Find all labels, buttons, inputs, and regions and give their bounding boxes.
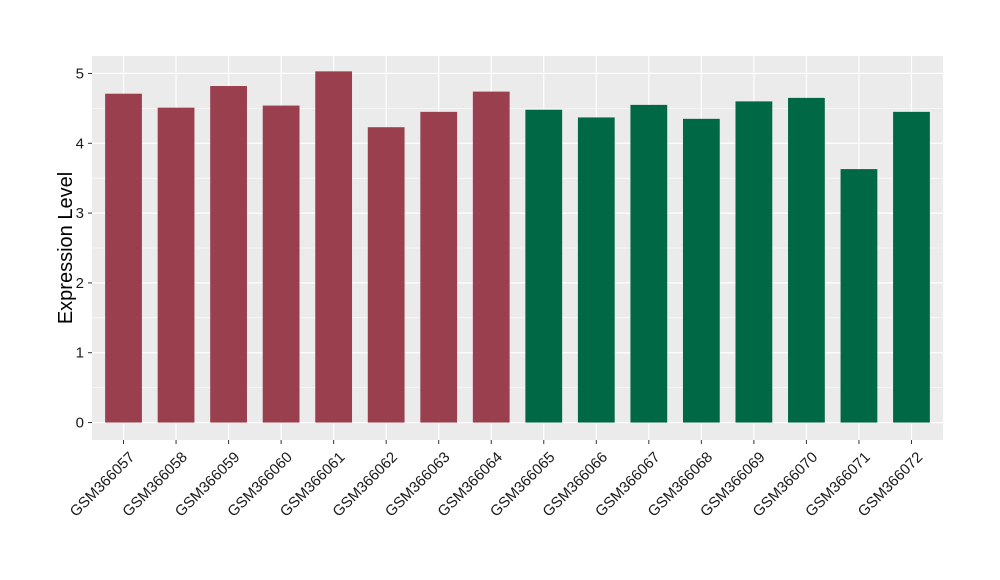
y-tick-label: 1 [76,345,84,362]
bar-GSM366070 [788,97,825,423]
bar-GSM366065 [525,109,563,423]
bar-GSM366071 [840,169,878,423]
bar-GSM366060 [262,105,300,423]
bar-GSM366061 [315,71,353,423]
bar-GSM366059 [210,86,247,423]
y-axis-label: Expression Level [55,172,77,324]
bars [105,71,930,423]
y-tick-label: 2 [76,275,84,292]
bar-GSM366062 [367,127,405,423]
y-tick-label: 5 [76,65,84,82]
bar-GSM366072 [893,111,930,423]
bar-GSM366064 [472,91,510,423]
bar-GSM366057 [105,93,142,423]
bar-GSM366058 [157,107,195,423]
y-tick-label: 0 [76,415,84,432]
y-tick-label: 3 [76,205,84,222]
bar-GSM366069 [735,101,773,423]
bar-GSM366067 [630,104,668,423]
bar-GSM366063 [420,111,458,423]
bar-GSM366066 [577,117,615,423]
bar-GSM366068 [682,118,720,423]
y-axis: 0 1 2 3 4 5 [76,65,92,432]
x-axis: GSM366057GSM366058GSM366059GSM366060GSM3… [67,440,926,520]
y-tick-label: 4 [76,135,84,152]
